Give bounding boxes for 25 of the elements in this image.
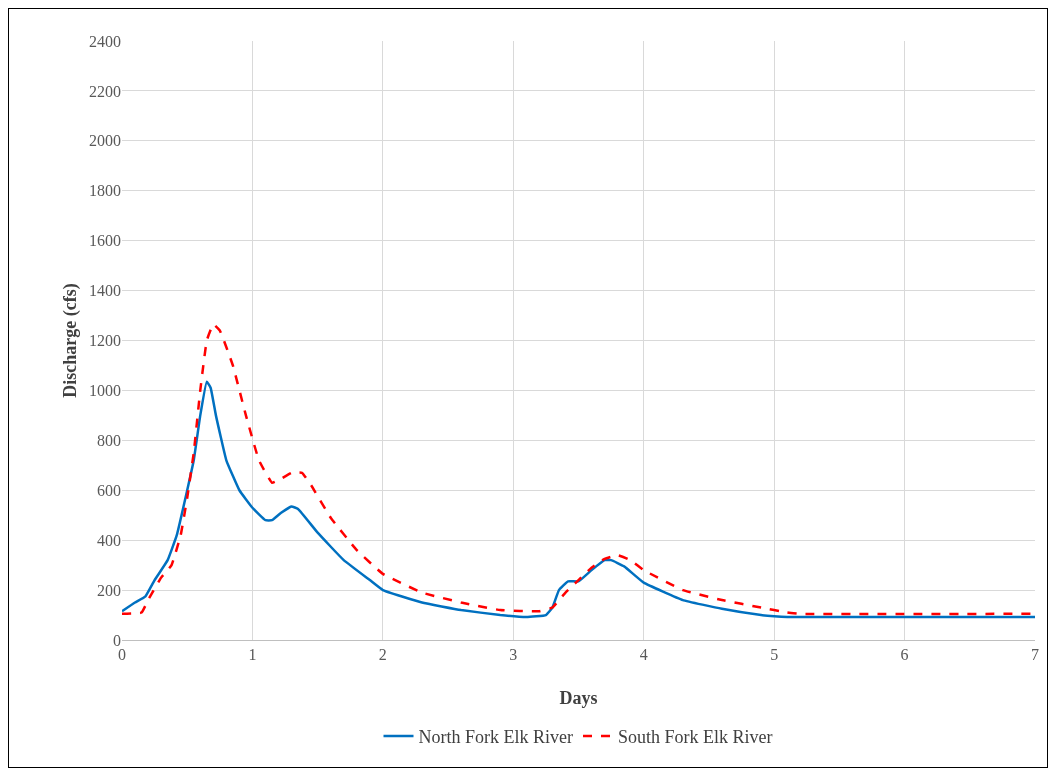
x-tick-label: 5 [770,646,779,664]
y-tick-label: 1400 [89,282,121,300]
y-tick-label: 2200 [89,82,121,100]
line-series [122,380,1035,619]
x-tick-label: 7 [1031,646,1039,664]
legend-label: North Fork Elk River [418,727,573,748]
x-tick-label: 6 [900,646,909,664]
x-tick-label: 1 [248,646,257,664]
x-tick-label: 2 [378,646,387,664]
y-tick-label: 1000 [89,382,121,400]
y-tick-label: 1200 [89,332,121,350]
y-tick-label: 200 [97,581,121,599]
y-tick-label: 400 [97,531,121,549]
y-tick-label: 600 [97,481,121,499]
y-tick-label: 2000 [89,132,121,150]
y-tick-label: 1800 [89,182,121,200]
x-tick-label: 4 [639,646,648,664]
y-tick-label: 800 [97,431,121,449]
y-tick-label: 0 [113,631,121,649]
x-tick-label: 3 [509,646,518,664]
x-axis-title: Days [559,688,598,708]
y-tick-label: 1600 [89,232,121,250]
legend-label: South Fork Elk River [618,727,773,748]
y-tick-label: 2400 [89,32,121,50]
y-axis-title: Discharge (cfs) [60,283,81,398]
